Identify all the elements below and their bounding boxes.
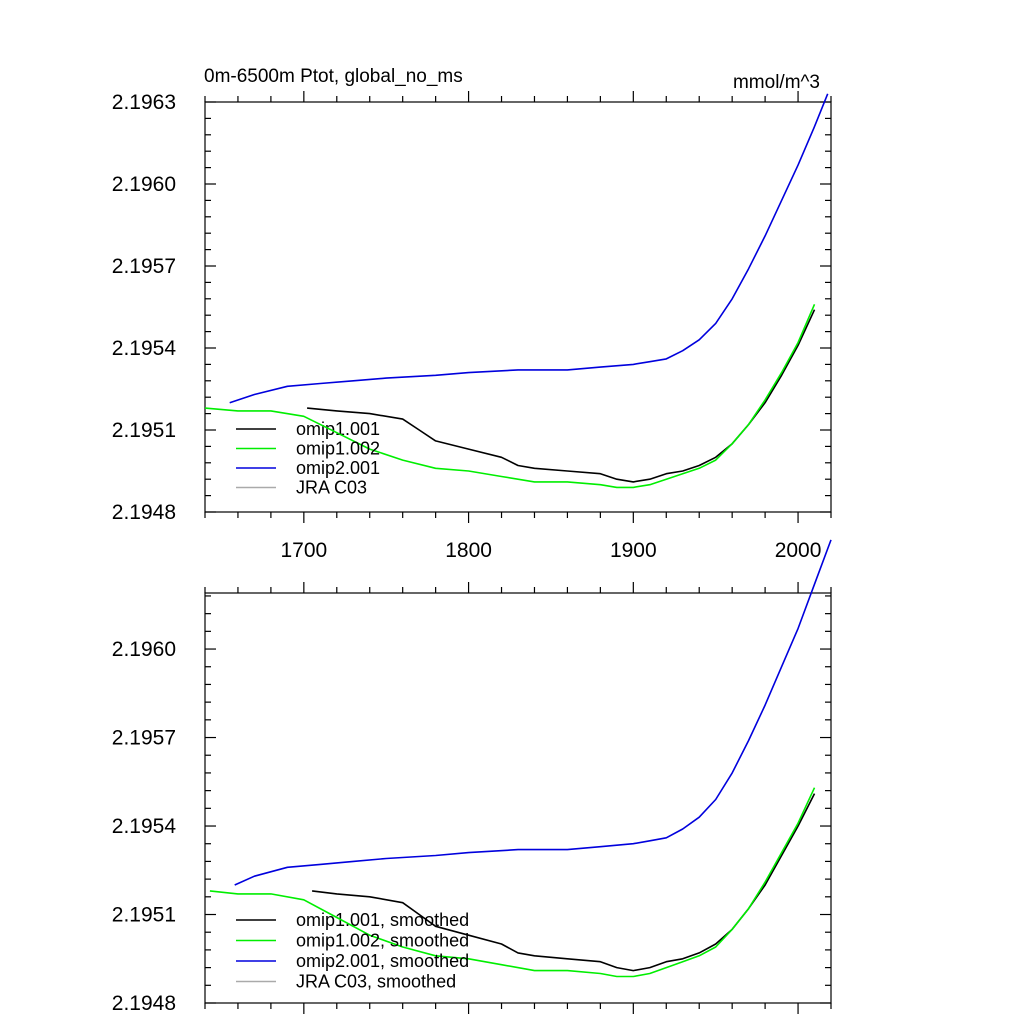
bottom-legend-label-3: omip2.001, smoothed [296,951,469,971]
top-legend-label-4: JRA C03 [296,478,367,498]
bottom-ytick-label: 2.1948 [112,992,176,1015]
top-ytick-label: 2.1963 [112,91,176,114]
top-ytick-label: 2.1960 [112,173,176,196]
top-plot-frame [204,101,832,513]
top-xtick-label: 2000 [775,539,822,562]
top-ytick-label: 2.1951 [112,419,176,442]
top-legend-label-3: omip2.001 [296,458,380,478]
top-series-line-2 [204,303,816,489]
bottom-plot-frame [204,592,832,1004]
top-ytick-label: 2.1954 [112,337,177,360]
bottom-legend-label-1: omip1.001, smoothed [296,910,469,930]
top-ytick-label: 2.1957 [112,255,176,278]
top-legend-label-1: omip1.001 [296,419,380,439]
top-series-line-3 [229,93,829,404]
bottom-legend-label-4: JRA C03, smoothed [296,972,456,992]
bottom-series-line-2 [209,787,816,978]
top-ytick-label: 2.1948 [112,501,176,524]
top-chart-units: mmol/m^3 [733,72,820,93]
bottom-ytick-label: 2.1960 [112,638,176,661]
bottom-ytick-label: 2.1951 [112,904,176,927]
top-xtick-label: 1700 [280,539,327,562]
top-chart-title: 0m-6500m Ptot, global_no_ms [204,66,463,87]
top-xtick-label: 1900 [610,539,657,562]
bottom-series-line-3 [234,539,832,886]
top-xtick-label: 1800 [445,539,492,562]
top-series-line-1 [307,309,816,483]
bottom-ytick-label: 2.1957 [112,727,176,750]
bottom-legend-label-2: omip1.002, smoothed [296,931,469,951]
top-legend-label-2: omip1.002 [296,439,380,459]
bottom-ytick-label: 2.1954 [112,815,177,838]
